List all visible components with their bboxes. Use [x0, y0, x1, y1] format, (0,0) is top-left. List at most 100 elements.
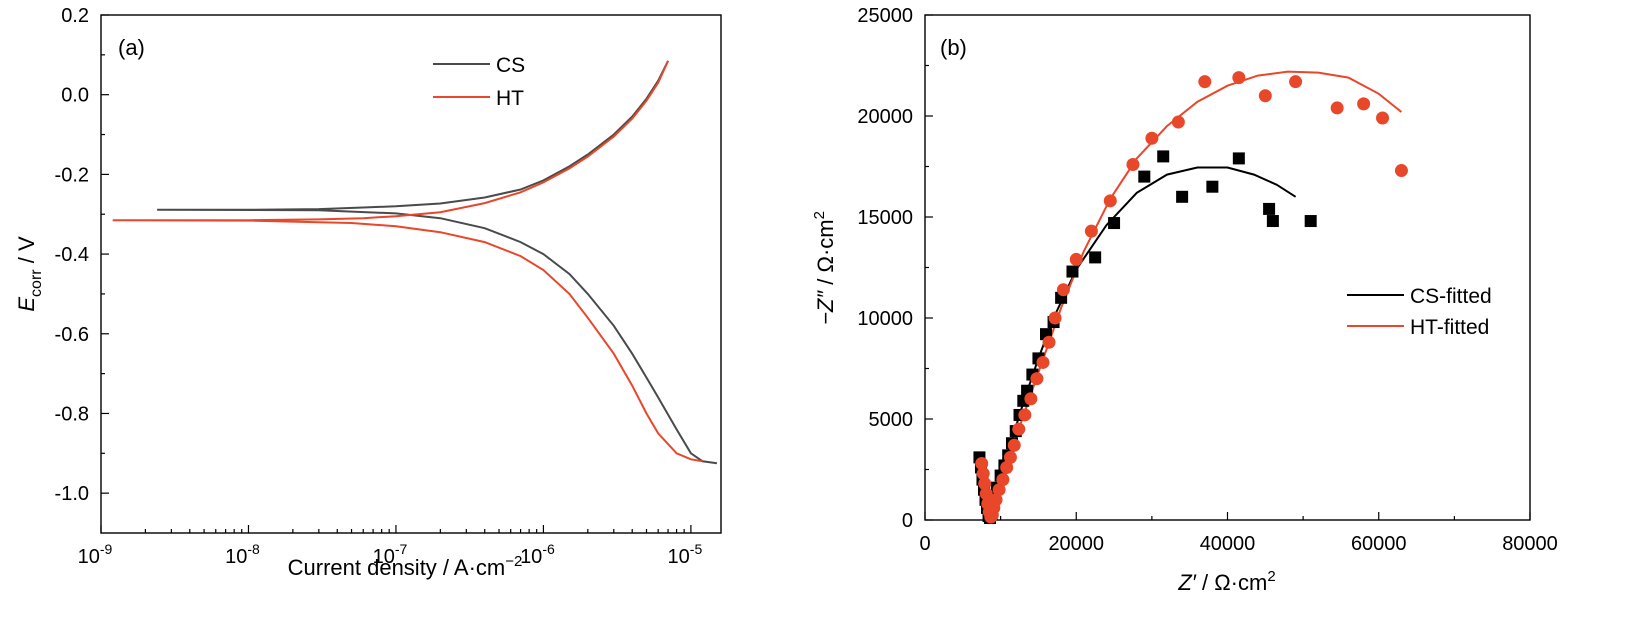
data-point-ht	[1289, 75, 1303, 89]
x-tick-label-b: 0	[919, 533, 930, 555]
data-point-ht	[1069, 252, 1083, 266]
y-axis-title-a-unit: / V	[14, 236, 39, 269]
data-point-ht	[1018, 408, 1032, 422]
data-point-ht	[1030, 372, 1044, 386]
y-tick-label-a: -0.6	[55, 324, 89, 346]
data-point-ht	[1036, 355, 1050, 369]
data-point-ht	[1012, 422, 1026, 436]
legend-label-cs: CS	[496, 54, 525, 77]
x-tick-label-a: 10-8	[225, 541, 260, 568]
y-tick-label-b: 25000	[857, 5, 913, 27]
y-axis-title-a: Ecorr / V	[14, 236, 45, 312]
legend-label-cs-fitted: CS-fitted	[1410, 285, 1492, 308]
x-axis-title-b-unit: / Ω·cm	[1196, 570, 1267, 595]
data-point-ht	[976, 467, 990, 481]
y-tick-label-a: -0.8	[55, 403, 89, 425]
data-point-ht	[1258, 89, 1272, 103]
data-point-cs	[1157, 150, 1170, 163]
y-tick-label-b: 10000	[857, 308, 913, 330]
y-axis-title-b-main: −Z″	[813, 290, 838, 325]
y-tick-label-a: -0.2	[55, 164, 89, 186]
y-tick-label-b: 5000	[869, 409, 914, 431]
x-tick-label-b: 20000	[1048, 533, 1104, 555]
data-point-ht	[1056, 283, 1070, 297]
series-line-ht	[112, 60, 703, 463]
y-axis-title-b-sup: 2	[811, 211, 828, 219]
data-point-ht	[1103, 194, 1117, 208]
y-axis-title-a-sub: corr	[28, 269, 45, 297]
data-point-cs	[1304, 215, 1317, 228]
data-point-ht	[996, 473, 1010, 487]
data-point-cs	[1206, 180, 1219, 193]
series-b	[973, 70, 1408, 524]
data-point-ht	[978, 477, 992, 491]
data-point-ht	[1357, 97, 1371, 111]
data-point-ht	[989, 493, 1003, 507]
y-tick-label-a: -0.4	[55, 244, 89, 266]
data-point-ht	[1376, 111, 1390, 125]
legend-label-ht-fitted: HT-fitted	[1410, 316, 1489, 339]
data-point-ht	[1232, 71, 1246, 85]
x-tick-label-a: 10-9	[78, 541, 113, 568]
x-tick-label-b: 80000	[1502, 533, 1558, 555]
y-tick-label-a: 0.0	[61, 85, 89, 107]
series-a	[112, 60, 718, 465]
x-axis-b: 0 20000 40000 60000 80000	[919, 512, 1558, 555]
x-tick-label-b: 60000	[1351, 533, 1407, 555]
plot-frame-a	[100, 14, 722, 534]
x-tick-label-b: 40000	[1200, 533, 1256, 555]
x-tick-label-a: 10-5	[668, 541, 703, 568]
y-axis-title-b: −Z″ / Ω·cm2	[811, 211, 838, 325]
legend-a: CS HT	[433, 54, 525, 110]
x-axis-title-a-text: Current density / A·cm	[288, 555, 506, 580]
panel-label-a: (a)	[118, 35, 145, 60]
y-tick-label-b: 15000	[857, 207, 913, 229]
x-axis-title-b: Z′ / Ω·cm2	[1177, 568, 1275, 595]
data-point-ht	[975, 456, 989, 470]
data-point-ht	[1042, 335, 1056, 349]
data-point-ht	[1000, 460, 1014, 474]
data-point-ht	[1084, 224, 1098, 238]
y-tick-label-a: 0.2	[61, 5, 89, 27]
legend-b: CS-fitted HT-fitted	[1347, 285, 1492, 339]
data-point-ht	[1126, 157, 1140, 171]
panel-label-b: (b)	[940, 35, 967, 60]
legend-label-ht: HT	[496, 87, 524, 110]
x-axis-title-b-sup: 2	[1267, 568, 1275, 585]
x-axis-a: 10-9 10-8 10-7 10-6 10-5	[78, 525, 703, 568]
x-tick-label-a: 10-6	[520, 541, 555, 568]
polarization-chart: 0.20.0-0.2-0.4-0.6-0.8-1.0 10-9 10-8 10-7 1…	[14, 5, 722, 580]
data-point-ht	[1330, 101, 1344, 115]
data-point-ht	[1007, 438, 1021, 452]
data-point-ht	[1145, 131, 1159, 145]
data-point-ht	[1171, 115, 1185, 129]
fit-line-cs-fitted	[978, 166, 1297, 517]
y-axis-a: 0.2 0.0 -0.2 -0.4 -0.6 -0.8 -1.0	[55, 5, 109, 505]
data-point-ht	[1394, 164, 1408, 178]
y-axis-title-a-main: E	[14, 297, 39, 312]
data-point-ht	[1003, 450, 1017, 464]
data-point-ht	[1048, 311, 1062, 325]
x-axis-title-a-sup: −2	[505, 553, 522, 570]
y-tick-label-b: 0	[902, 510, 913, 532]
x-tick-label-a: 10-7	[373, 541, 408, 568]
x-axis-title-a: Current density / A·cm−2	[288, 553, 523, 580]
y-axis-title-b-unit: / Ω·cm	[813, 219, 838, 290]
y-axis-b: 0 5000 10000 15000 20000 25000	[857, 5, 933, 532]
y-tick-label-b: 20000	[857, 106, 913, 128]
data-point-cs	[1138, 170, 1151, 183]
data-point-cs	[1263, 202, 1276, 215]
data-point-cs	[1232, 152, 1245, 165]
data-point-ht	[992, 483, 1006, 497]
nyquist-chart: 0 5000 10000 15000 20000 25000 0 20000 40000 600…	[811, 5, 1558, 595]
fit-line-ht-fitted	[980, 70, 1403, 520]
data-point-cs	[1089, 251, 1102, 264]
data-point-cs	[1266, 215, 1279, 228]
data-point-cs	[1176, 190, 1189, 203]
data-point-ht	[979, 487, 993, 501]
y-tick-label-a: -1.0	[55, 483, 89, 505]
data-point-ht	[1198, 75, 1212, 89]
data-point-ht	[1024, 392, 1038, 406]
data-point-cs	[1066, 265, 1079, 278]
